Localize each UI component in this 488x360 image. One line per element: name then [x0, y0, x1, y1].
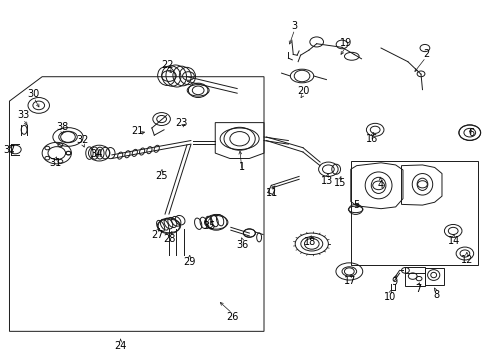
Text: 13: 13 [320, 176, 332, 186]
Text: 30: 30 [28, 89, 40, 99]
Bar [350, 161, 477, 265]
Text: 17: 17 [343, 276, 355, 286]
Text: 14: 14 [447, 236, 459, 246]
Text: 1: 1 [239, 162, 244, 172]
Text: 6: 6 [467, 129, 473, 138]
Text: 4: 4 [377, 180, 383, 190]
Text: 22: 22 [162, 60, 174, 70]
Text: 9: 9 [391, 277, 397, 287]
Text: 11: 11 [265, 188, 277, 198]
Text: 18: 18 [303, 237, 315, 247]
Text: 21: 21 [131, 126, 143, 135]
Text: 24: 24 [114, 341, 126, 351]
Text: 37: 37 [3, 145, 16, 155]
Text: 16: 16 [366, 134, 378, 144]
Text: 36: 36 [236, 239, 248, 249]
Text: 23: 23 [175, 118, 187, 128]
Text: 32: 32 [76, 135, 89, 145]
Text: 29: 29 [183, 257, 195, 267]
Text: 33: 33 [17, 111, 29, 121]
Text: 27: 27 [151, 230, 163, 239]
Text: 2: 2 [422, 49, 428, 59]
Text: 8: 8 [432, 291, 438, 301]
Text: 34: 34 [90, 149, 102, 159]
Text: 38: 38 [56, 122, 68, 132]
Text: 28: 28 [163, 234, 176, 244]
Text: 3: 3 [291, 21, 297, 31]
Text: 15: 15 [333, 178, 346, 188]
Text: 12: 12 [460, 255, 472, 265]
Text: 25: 25 [155, 171, 167, 181]
Text: 26: 26 [225, 312, 238, 322]
Text: 19: 19 [339, 38, 351, 48]
Text: 31: 31 [49, 158, 61, 168]
Text: 35: 35 [203, 221, 215, 231]
Text: 5: 5 [353, 200, 359, 210]
Text: 10: 10 [384, 292, 396, 302]
Text: 20: 20 [296, 86, 308, 96]
Text: 7: 7 [414, 284, 420, 294]
